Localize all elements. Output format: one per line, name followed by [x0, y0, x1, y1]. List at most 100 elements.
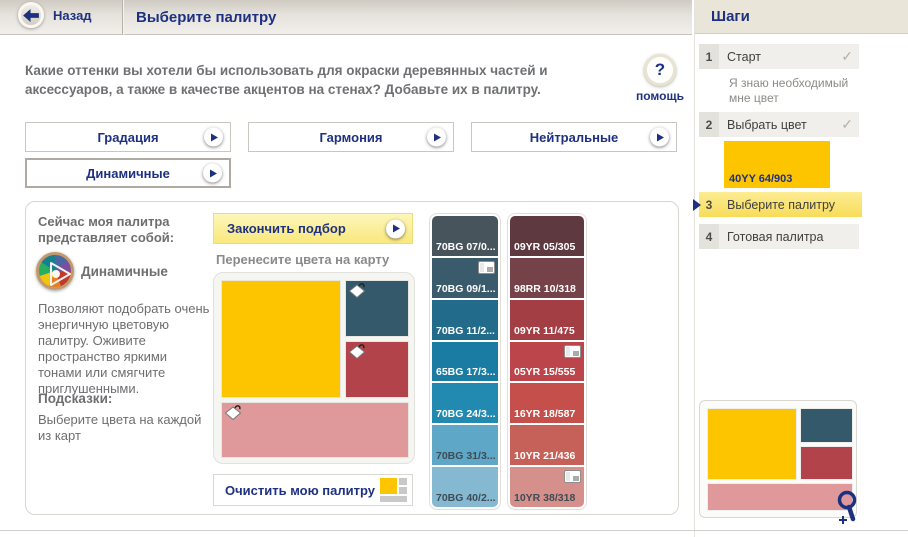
palette-swatch-main[interactable] [222, 281, 340, 397]
color-wheel-icon [36, 252, 74, 290]
checkmark-icon: ✓ [841, 48, 853, 64]
hint-text: Выберите цвета на каждой из карт [38, 412, 202, 443]
my-palette-preview [213, 272, 415, 464]
back-arrow-icon [18, 2, 44, 28]
step-label: Старт [727, 49, 761, 64]
step-label: Готовая палитра [727, 229, 824, 244]
color-chip[interactable]: 98RR 10/318 [510, 257, 584, 298]
paint-bucket-icon [224, 405, 243, 426]
question-text: Какие оттенки вы хотели бы использовать … [25, 63, 548, 97]
color-chip[interactable]: 70BG 24/3... [432, 383, 498, 424]
page-title: Выберите палитру [136, 9, 277, 26]
tab-harmony[interactable]: Гармония [248, 122, 454, 152]
current-palette-heading: Сейчас моя палитра представляет собой: [38, 214, 175, 245]
chip-code: 70BG 07/0... [436, 240, 496, 253]
help-label: помощь [636, 89, 684, 103]
play-arrow-icon [650, 127, 669, 147]
preview-swatch-main [708, 409, 796, 479]
chip-code: 70BG 31/3... [436, 450, 496, 463]
color-chip[interactable]: 70BG 31/3... [432, 425, 498, 466]
step-3-choose-palette[interactable]: 3 Выберите палитру [693, 192, 862, 217]
color-chip[interactable]: 65BG 17/3... [432, 341, 498, 382]
step-number: 3 [705, 197, 713, 212]
help-button[interactable]: ? помощь [628, 54, 692, 103]
chip-code: 70BG 09/1... [436, 282, 496, 295]
paint-bucket-icon [348, 344, 367, 365]
mini-palette-icon [380, 478, 407, 502]
chip-code: 09YR 05/305 [514, 240, 576, 253]
color-chip[interactable]: 70BG 09/1... [432, 257, 498, 298]
tab-neutrals[interactable]: Нейтральные [471, 122, 677, 152]
clear-palette-button[interactable]: Очистить мою палитру [213, 474, 413, 506]
color-chip[interactable]: 70BG 40/2... [432, 467, 498, 508]
color-chip[interactable]: 09YR 11/475 [510, 299, 584, 340]
play-arrow-icon [204, 127, 223, 147]
palette-swatch-accent3[interactable] [222, 403, 408, 457]
help-glyph: ? [654, 60, 666, 79]
swatch-card-icon [564, 344, 581, 358]
tab-label: Гармония [319, 129, 383, 145]
color-chip[interactable]: 05YR 15/555 [510, 341, 584, 382]
tab-gradation[interactable]: Градация [25, 122, 231, 152]
step-4-final-palette[interactable]: 4 Готовая палитра [699, 224, 859, 249]
finish-selection-button[interactable]: Закончить подбор [213, 213, 413, 244]
tab-dynamic[interactable]: Динамичные [25, 158, 231, 188]
topbar: Назад Выберите палитру [0, 0, 692, 35]
color-chip[interactable]: 70BG 07/0... [432, 216, 498, 256]
style-name: Динамичные [81, 263, 168, 279]
preview-swatch-accent2 [801, 447, 852, 479]
color-card-column-blue: 70BG 07/0... 70BG 09/1... 70BG 11/2... 6… [429, 213, 501, 510]
chip-code: 70BG 40/2... [436, 492, 496, 505]
color-chip[interactable]: 16YR 18/587 [510, 383, 584, 424]
step-number: 1 [699, 44, 719, 69]
chip-code: 16YR 18/587 [514, 408, 576, 421]
chip-code: 98RR 10/318 [514, 282, 576, 295]
steps-heading: Шаги [695, 0, 908, 34]
play-arrow-icon [203, 163, 222, 183]
chip-code: 70BG 11/2... [436, 324, 495, 337]
chip-code: 70BG 24/3... [436, 408, 496, 421]
palette-style: Динамичные [36, 252, 168, 290]
color-code: 40YY 64/903 [729, 173, 793, 185]
step-label: Выберите палитру [727, 197, 836, 212]
color-chip[interactable]: 10YR 38/318 [510, 467, 584, 508]
question-mark-icon: ? [644, 54, 676, 86]
color-chip[interactable]: 70BG 11/2... [432, 299, 498, 340]
step-2-choose-color[interactable]: 2 Выбрать цвет ✓ [699, 112, 859, 137]
step-number: 2 [699, 112, 719, 137]
palette-swatch-accent2[interactable] [346, 342, 408, 397]
step-1-note: Я знаю необходимый мне цвет [729, 76, 849, 105]
color-chip[interactable]: 10YR 21/436 [510, 425, 584, 466]
tab-label: Градация [97, 129, 159, 145]
color-chip[interactable]: 09YR 05/305 [510, 216, 584, 256]
preview-swatch-accent1 [801, 409, 852, 442]
color-card-column-red: 09YR 05/305 98RR 10/318 09YR 11/475 05YR… [507, 213, 587, 510]
chip-code: 10YR 38/318 [514, 492, 576, 505]
step-1-start[interactable]: 1 Старт ✓ [699, 44, 859, 69]
palette-builder-panel: Сейчас моя палитра представляет собой: Д… [25, 201, 679, 515]
bottom-divider [0, 530, 908, 531]
current-step-arrow-icon [693, 198, 701, 211]
clear-label: Очистить мою палитру [225, 482, 376, 498]
back-label: Назад [53, 7, 92, 23]
drag-colors-hint: Перенесите цвета на карту [216, 252, 390, 267]
tab-label: Нейтральные [529, 129, 619, 145]
hints-title: Подсказки: [38, 391, 113, 406]
zoom-in-magnifier-icon[interactable] [835, 490, 861, 531]
paint-bucket-icon [348, 283, 367, 304]
finish-label: Закончить подбор [227, 221, 346, 236]
swatch-card-icon [478, 260, 495, 274]
palette-swatch-accent1[interactable] [346, 281, 408, 336]
swatch-card-icon [564, 470, 581, 484]
chip-code: 09YR 11/475 [514, 324, 575, 337]
topbar-divider [122, 0, 123, 35]
steps-sidebar: Шаги 1 Старт ✓ Я знаю необходимый мне цв… [693, 0, 908, 537]
checkmark-icon: ✓ [841, 116, 853, 132]
back-button[interactable]: Назад [18, 2, 92, 28]
step-label: Выбрать цвет [727, 117, 807, 132]
palette-thumbnail-preview [699, 400, 857, 518]
chosen-color-swatch: 40YY 64/903 [724, 141, 830, 188]
chip-code: 65BG 17/3... [436, 366, 496, 379]
preview-swatch-accent3 [708, 484, 852, 510]
